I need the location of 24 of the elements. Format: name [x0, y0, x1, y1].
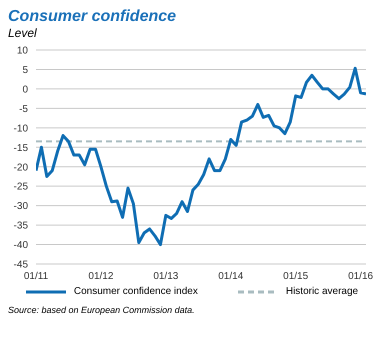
y-tick-label: -15 — [14, 142, 28, 154]
line-series — [36, 66, 366, 246]
y-tick-label: -5 — [19, 104, 28, 115]
x-tick-label: 01/12 — [88, 271, 114, 282]
x-tick-label: 01/14 — [218, 271, 244, 282]
legend-label: Consumer confidence index — [74, 286, 198, 297]
y-tick-label: 5 — [22, 65, 28, 76]
x-tick-label: 01/13 — [153, 271, 179, 282]
y-tick-label: 0 — [22, 84, 28, 96]
x-tick-label: 01/16 — [348, 271, 374, 282]
legend-label: Historic average — [286, 286, 358, 297]
chart-subtitle: Level — [8, 26, 38, 40]
y-tick-label: -25 — [14, 182, 28, 193]
x-tick-label: 01/11 — [24, 271, 49, 282]
y-tick-label: -20 — [14, 162, 28, 174]
y-tick-label: 10 — [16, 46, 28, 57]
y-tick-label: -35 — [14, 220, 28, 232]
x-tick-label: 01/15 — [283, 271, 309, 282]
y-tick-label: -10 — [14, 123, 28, 134]
y-tick-label: -40 — [14, 240, 28, 252]
source-note: Source: based on European Commission data. — [8, 305, 196, 315]
y-tick-label: -45 — [14, 260, 28, 271]
chart-title: Consumer confidence — [8, 8, 178, 26]
y-tick-label: -30 — [14, 201, 28, 212]
